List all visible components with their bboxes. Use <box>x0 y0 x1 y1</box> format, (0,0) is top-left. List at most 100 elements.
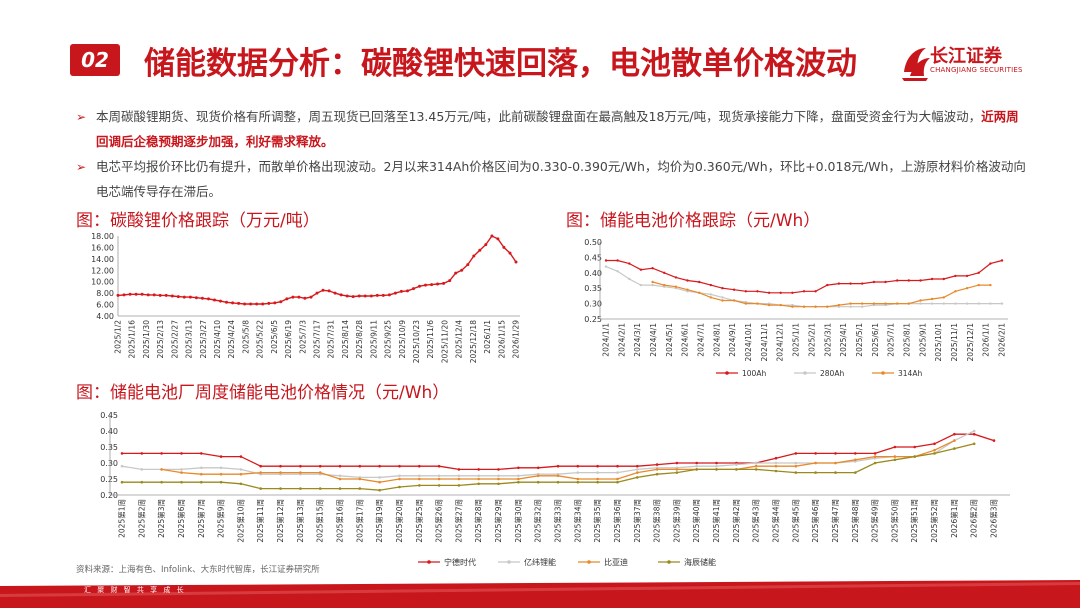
c3-data-point <box>358 464 362 468</box>
c2-x-tick-label: 2024/11/1 <box>760 323 769 362</box>
c1-x-tick-label: 2025/4/10 <box>213 320 222 359</box>
c1-x-tick-label: 2025/4/24 <box>227 320 236 359</box>
c2-data-point <box>930 302 934 305</box>
c2-data-point <box>872 302 876 305</box>
bullet-1-highlight: 近两周回调后企稳预期逐步加强，利好需求释放。 <box>96 109 1019 149</box>
c3-data-point <box>695 461 698 465</box>
c1-x-tick-label: 2025/8/28 <box>355 320 364 359</box>
c3-data-point <box>933 448 936 452</box>
c3-data-point <box>477 477 481 481</box>
c1-data-point <box>303 296 307 300</box>
c2-data-point <box>674 276 678 279</box>
chart-1-title: 图：碳酸锂价格跟踪（万元/吨） <box>76 211 320 231</box>
c3-data-point <box>398 464 401 468</box>
c1-data-point <box>321 288 325 292</box>
c2-x-tick-label: 2025/7/1 <box>887 323 896 357</box>
c2-x-tick-label: 2025/9/1 <box>918 323 927 357</box>
chart-3-title: 图：储能电池厂周度储能电池价格情况（元/Wh） <box>76 383 450 403</box>
c2-data-point <box>802 305 806 308</box>
c3-data-point <box>814 471 817 474</box>
c1-data-point <box>297 295 301 299</box>
c1-x-tick-label: 2025/7/3 <box>298 320 307 354</box>
c2-data-point <box>663 283 666 287</box>
c2-data-point <box>698 291 701 294</box>
c2-data-point <box>779 291 782 294</box>
c3-data-point <box>735 463 738 466</box>
c1-x-tick-label: 2025/3/27 <box>199 320 208 359</box>
c1-data-point <box>122 293 126 297</box>
c3-data-point <box>655 468 659 471</box>
chart-2-title: 图：储能电池价格跟踪（元/Wh） <box>566 211 821 231</box>
c3-data-point <box>219 480 223 484</box>
c3-data-point <box>992 439 996 442</box>
c2-x-tick-label: 2024/8/1 <box>712 323 721 357</box>
c1-y-tick-label: 6.00 <box>96 301 114 310</box>
c3-y-tick-label: 0.25 <box>100 475 118 484</box>
c3-data-point <box>616 477 619 481</box>
legend-label: 314Ah <box>898 369 922 378</box>
c2-data-point <box>698 280 701 284</box>
c2-data-point <box>756 290 759 293</box>
c2-data-point <box>954 274 957 278</box>
c3-x-tick-label: 2025第34周 <box>572 499 582 543</box>
c3-data-point <box>735 468 738 471</box>
c2-data-point <box>837 282 841 285</box>
c3-data-point <box>794 464 798 468</box>
c3-data-point <box>378 476 381 479</box>
c1-data-point <box>357 294 361 298</box>
c2-data-point <box>709 283 712 287</box>
c3-x-tick-label: 2025第49周 <box>870 499 880 543</box>
c1-data-point <box>309 295 313 299</box>
c3-data-point <box>497 474 500 478</box>
c1-x-tick-label: 2025/10/9 <box>398 320 407 359</box>
c1-data-point <box>194 296 198 300</box>
c3-data-point <box>972 432 976 436</box>
c3-data-point <box>418 484 421 487</box>
c2-data-point <box>965 302 969 305</box>
c2-data-point <box>989 302 992 305</box>
c3-data-point <box>774 464 778 468</box>
c3-x-tick-label: 2025第20周 <box>394 499 404 543</box>
legend-marker <box>803 371 807 375</box>
c1-data-point <box>430 283 434 287</box>
c1-x-tick-label: 2025/1/30 <box>142 320 151 359</box>
c2-x-tick-label: 2024/5/1 <box>665 323 674 357</box>
c3-data-point <box>160 480 163 484</box>
legend-label: 宁德时代 <box>444 557 476 567</box>
c3-data-point <box>873 452 877 455</box>
c3-x-tick-label: 2025第10周 <box>235 499 245 543</box>
c2-data-point <box>1000 259 1004 262</box>
c1-data-point <box>116 293 120 297</box>
c2-data-point <box>791 291 794 294</box>
c2-data-point <box>954 290 957 293</box>
c3-data-point <box>794 471 798 474</box>
c3-x-tick-label: 2025第29周 <box>493 499 503 543</box>
c3-data-point <box>279 464 282 468</box>
c3-data-point <box>675 461 679 465</box>
page-title: 储能数据分析：碳酸锂快速回落，电池散单价格波动 <box>144 46 857 82</box>
c3-data-point <box>794 452 798 455</box>
c3-data-point <box>160 452 163 455</box>
c3-data-point <box>953 447 956 450</box>
c3-data-point <box>140 480 144 484</box>
c3-data-point <box>517 474 520 478</box>
c3-x-tick-label: 2025第33周 <box>553 499 563 543</box>
c3-data-point <box>140 468 144 471</box>
c1-data-point <box>207 297 210 301</box>
c1-x-tick-label: 2025/9/11 <box>369 320 378 359</box>
c2-data-point <box>930 297 934 301</box>
c3-x-tick-label: 2025第11周 <box>255 499 265 543</box>
c3-data-point <box>616 464 619 468</box>
c1-data-point <box>381 293 385 297</box>
c1-data-point <box>225 300 228 304</box>
c3-data-point <box>556 480 560 484</box>
c3-data-point <box>378 464 381 468</box>
c1-data-point <box>496 237 500 241</box>
c1-data-point <box>406 289 409 293</box>
c3-data-point <box>695 464 698 468</box>
c3-x-tick-label: 2025第43周 <box>751 499 761 543</box>
c3-data-point <box>239 455 243 458</box>
c2-data-point <box>919 299 922 302</box>
c1-x-tick-label: 2025/5/22 <box>256 320 265 359</box>
c2-data-point <box>791 305 794 308</box>
